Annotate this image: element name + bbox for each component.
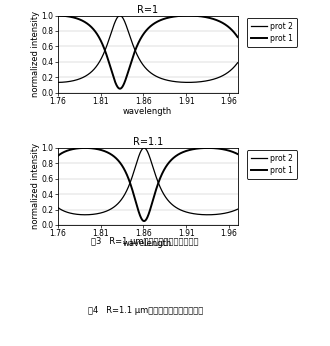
Legend: prot 2, prot 1: prot 2, prot 1 — [247, 18, 297, 47]
prot 1 — [118, 86, 122, 91]
prot 2 — [142, 146, 146, 150]
prot 1 — [236, 35, 240, 39]
Y-axis label: normalized intensity: normalized intensity — [31, 143, 40, 229]
prot 1 — [125, 74, 129, 78]
Text: 嘷3   R=1 μm时的出射归一化强度曲线: 嘷3 R=1 μm时的出射归一化强度曲线 — [91, 237, 199, 246]
Legend: prot 2, prot 1: prot 2, prot 1 — [247, 150, 297, 179]
X-axis label: wavelength: wavelength — [123, 107, 172, 116]
prot 2 — [236, 61, 240, 65]
Y-axis label: normalized intensity: normalized intensity — [31, 11, 40, 97]
Line: prot 2: prot 2 — [58, 148, 238, 215]
prot 2 — [76, 77, 80, 81]
prot 2 — [213, 77, 217, 81]
prot 2 — [118, 13, 122, 18]
prot 1 — [76, 146, 80, 151]
prot 1 — [236, 152, 240, 156]
prot 1 — [56, 13, 60, 18]
prot 2 — [232, 209, 236, 213]
prot 2 — [133, 167, 137, 172]
prot 1 — [87, 146, 91, 150]
prot 2 — [186, 80, 190, 84]
prot 1 — [83, 146, 87, 150]
Line: prot 2: prot 2 — [58, 16, 238, 82]
prot 1 — [125, 172, 129, 176]
prot 1 — [232, 30, 236, 35]
Line: prot 1: prot 1 — [58, 16, 238, 89]
prot 1 — [213, 146, 217, 150]
prot 2 — [125, 25, 129, 29]
prot 1 — [133, 195, 137, 200]
prot 1 — [76, 17, 80, 21]
Line: prot 1: prot 1 — [58, 148, 238, 221]
prot 2 — [83, 213, 87, 217]
prot 1 — [87, 23, 91, 27]
prot 2 — [236, 207, 240, 211]
Title: R=1: R=1 — [137, 5, 158, 15]
X-axis label: wavelength: wavelength — [123, 239, 172, 248]
prot 2 — [56, 80, 60, 84]
Title: R=1.1: R=1.1 — [133, 137, 163, 147]
prot 2 — [125, 189, 129, 193]
prot 1 — [133, 50, 137, 54]
prot 2 — [213, 212, 217, 217]
prot 1 — [142, 219, 146, 223]
prot 2 — [76, 212, 80, 217]
prot 2 — [87, 72, 91, 76]
prot 2 — [87, 212, 91, 217]
prot 1 — [232, 151, 236, 155]
prot 1 — [56, 154, 60, 158]
prot 1 — [186, 13, 190, 18]
prot 2 — [56, 206, 60, 210]
prot 2 — [133, 47, 137, 51]
prot 2 — [232, 65, 236, 69]
Text: 嘷4   R=1.1 μm时的出射归一化强度曲线: 嘷4 R=1.1 μm时的出射归一化强度曲线 — [87, 306, 203, 315]
prot 1 — [213, 17, 217, 21]
